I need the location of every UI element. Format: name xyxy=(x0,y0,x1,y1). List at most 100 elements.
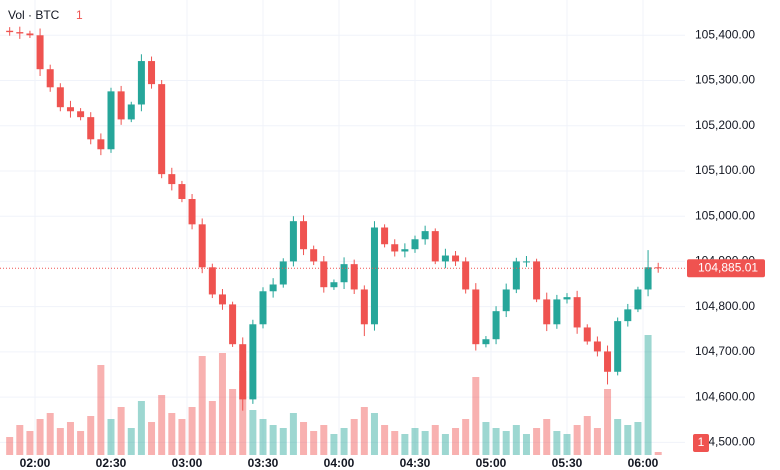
last-volume-box xyxy=(693,434,709,452)
volume-bar xyxy=(279,428,287,455)
volume-bar xyxy=(218,353,226,455)
volume-bar xyxy=(300,422,308,455)
volume-bar xyxy=(370,413,378,455)
volume-bar xyxy=(411,428,419,455)
volume-bar xyxy=(573,425,581,455)
y-tick-label: 104,700.00 xyxy=(695,344,755,358)
volume-bar xyxy=(350,419,358,455)
volume-bar xyxy=(269,425,277,455)
volume-bar xyxy=(320,425,328,455)
x-tick-label: 04:00 xyxy=(324,456,355,470)
volume-bar xyxy=(593,428,601,455)
candle-body xyxy=(158,84,166,175)
x-tick-label: 02:30 xyxy=(96,456,127,470)
candle-body xyxy=(259,291,267,325)
candle-body xyxy=(117,91,125,120)
volume-bar xyxy=(56,428,64,455)
candle-body xyxy=(6,30,14,33)
candle-body xyxy=(644,267,652,290)
candle-body xyxy=(502,289,510,312)
candle-body xyxy=(614,321,622,372)
volume-bar xyxy=(391,431,399,455)
candle-body xyxy=(553,299,561,325)
volume-bar xyxy=(229,389,237,455)
candle-body xyxy=(452,255,460,262)
y-tick-label: 104,800.00 xyxy=(695,299,755,313)
volume-bar xyxy=(512,425,520,455)
candle-body xyxy=(269,284,277,292)
candle-body xyxy=(522,261,530,263)
y-tick-label: 105,000.00 xyxy=(695,208,755,222)
volume-bar xyxy=(563,434,571,455)
volume-legend-value: 1 xyxy=(76,8,83,22)
candle-body xyxy=(26,33,34,36)
volume-bar xyxy=(472,377,480,455)
x-tick-label: 02:00 xyxy=(20,456,51,470)
candle-body xyxy=(381,227,389,245)
candle-body xyxy=(330,282,338,288)
candles xyxy=(6,26,662,411)
volume-bar xyxy=(137,401,145,455)
grid xyxy=(0,0,685,455)
candle-body xyxy=(320,261,328,288)
candle-body xyxy=(583,327,591,342)
volume-bar xyxy=(624,425,632,455)
candle-body xyxy=(624,309,632,322)
volume-bar xyxy=(26,431,34,455)
candle-body xyxy=(634,289,642,310)
candle-body xyxy=(218,294,226,305)
candle-body xyxy=(310,249,318,262)
volume-bar xyxy=(97,365,105,455)
candle-body xyxy=(56,87,64,108)
candle-body xyxy=(208,267,216,295)
volume-bar xyxy=(462,419,470,455)
volume-bar xyxy=(522,434,530,455)
candle-body xyxy=(148,61,156,85)
y-tick-label: 105,100.00 xyxy=(695,163,755,177)
candle-body xyxy=(401,249,409,252)
volume-bar xyxy=(148,422,156,455)
candle-body xyxy=(289,221,297,262)
candle-body xyxy=(512,261,520,290)
candle-body xyxy=(46,69,54,88)
y-tick-label: 104,600.00 xyxy=(695,389,755,403)
candle-body xyxy=(350,264,358,290)
volume-bar xyxy=(46,413,54,455)
candle-body xyxy=(431,231,439,262)
candle-body xyxy=(492,311,500,340)
candle-body xyxy=(391,244,399,252)
candle-body xyxy=(421,231,429,240)
candle-body xyxy=(370,227,378,325)
candle-body xyxy=(654,267,662,269)
candle-body xyxy=(279,261,287,285)
volume-bar xyxy=(492,428,500,455)
x-tick-label: 03:00 xyxy=(172,456,203,470)
candle-body xyxy=(127,104,135,120)
candle-body xyxy=(411,239,419,250)
candle-body xyxy=(178,184,186,200)
volume-legend-title: Vol · BTC xyxy=(8,8,60,22)
volume-bar xyxy=(644,335,652,455)
candle-body xyxy=(462,261,470,290)
volume-bar xyxy=(533,428,541,455)
volume-bar xyxy=(654,452,662,455)
volume-bar xyxy=(249,410,257,455)
candle-body xyxy=(229,304,237,345)
volume-bar xyxy=(310,431,318,455)
volume-bar xyxy=(452,428,460,455)
candle-body xyxy=(16,32,24,34)
candle-body xyxy=(573,297,581,328)
candle-body xyxy=(441,255,449,262)
volume-bar xyxy=(431,425,439,455)
volume-bar xyxy=(289,413,297,455)
candle-body xyxy=(66,107,74,112)
candle-body xyxy=(563,297,571,300)
candle-body xyxy=(77,111,85,118)
candle-body xyxy=(482,339,490,345)
volume-pane xyxy=(6,335,662,455)
volume-bar xyxy=(208,401,216,455)
candle-body xyxy=(472,289,480,345)
candle-body xyxy=(168,174,176,185)
volume-bar xyxy=(330,434,338,455)
volume-bar xyxy=(77,431,85,455)
